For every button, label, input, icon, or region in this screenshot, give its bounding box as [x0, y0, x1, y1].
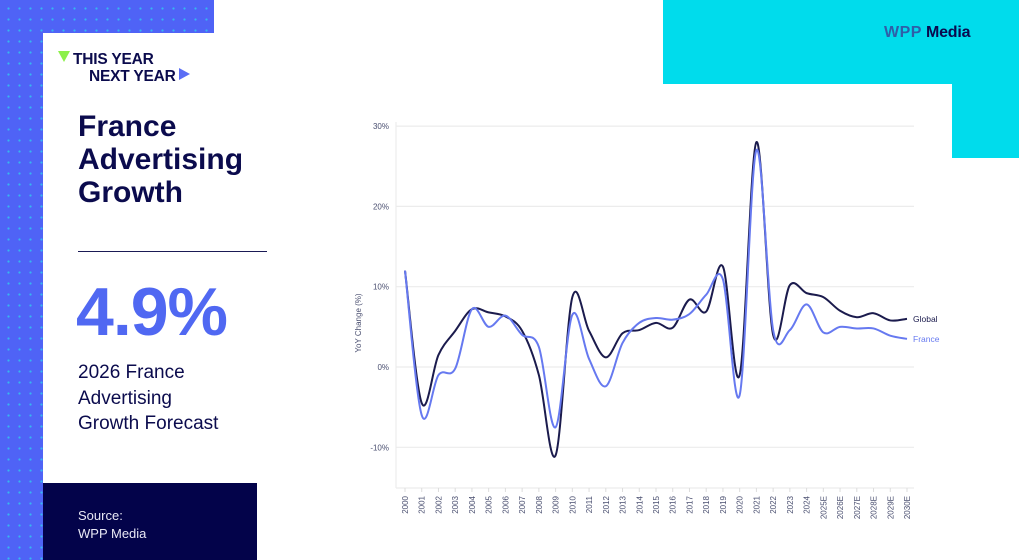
y-tick-label: 0%	[377, 363, 389, 372]
decorative-cyan-block	[663, 0, 1019, 84]
x-tick-label: 2005	[485, 495, 494, 513]
x-tick-label: 2021	[752, 495, 761, 513]
series-line-global	[404, 141, 908, 458]
x-tick-label: 2023	[786, 495, 795, 513]
x-tick-label: 2002	[434, 495, 443, 513]
y-axis-label: YoY Change (%)	[354, 293, 363, 352]
y-tick-label: 10%	[373, 283, 389, 292]
source-box: Source: WPP Media	[43, 483, 257, 560]
x-tick-label: 2019	[719, 495, 728, 513]
x-tick-label: 2007	[518, 495, 527, 513]
brand-logo: WPP Media	[884, 24, 971, 42]
x-tick-label: 2022	[769, 495, 778, 513]
x-tick-label: 2020	[736, 495, 745, 513]
y-axis-ticks: -10% 0% 10% 20% 30%	[370, 122, 389, 452]
x-tick-label: 2006	[501, 495, 510, 513]
triangle-right-icon	[178, 68, 190, 80]
x-tick-label: 2028E	[870, 496, 879, 519]
title-line: France	[78, 110, 177, 143]
x-tick-label: 2024	[803, 495, 812, 513]
legend-label-france: France	[913, 334, 940, 344]
kicker-line-2: NEXT YEAR	[89, 68, 176, 85]
brand-wpp: WPP	[884, 24, 922, 41]
caption-line: Advertising	[78, 387, 172, 409]
x-tick-label: 2017	[685, 495, 694, 513]
x-tick-label: 2012	[602, 495, 611, 513]
decorative-cyan-block-side	[952, 84, 1019, 158]
x-tick-label: 2025E	[819, 496, 828, 519]
x-tick-label: 2018	[702, 495, 711, 513]
kicker-line-1: THIS YEAR	[73, 51, 154, 68]
stat-caption: 2026 France Advertising Growth Forecast	[78, 360, 278, 437]
x-tick-label: 2010	[568, 495, 577, 513]
y-tick-label: -10%	[370, 443, 389, 452]
chart-gridlines	[395, 122, 914, 489]
x-tick-label: 2009	[552, 495, 561, 513]
source-label: Source:	[78, 508, 123, 523]
info-card	[43, 33, 343, 560]
x-tick-label: 2027E	[853, 496, 862, 519]
title-line: Advertising	[78, 143, 244, 176]
report-kicker: THIS YEAR NEXT YEAR	[58, 51, 190, 85]
x-tick-label: 2015	[652, 495, 661, 513]
x-tick-label: 2008	[535, 495, 544, 513]
chart-series	[404, 141, 908, 458]
y-tick-label: 30%	[373, 122, 389, 131]
chart-legend: Global France	[913, 314, 940, 344]
headline-stat: 4.9%	[76, 274, 228, 350]
legend-label-global: Global	[913, 314, 938, 324]
divider	[78, 251, 267, 252]
x-tick-label: 2016	[669, 495, 678, 513]
x-tick-label: 2000	[401, 495, 410, 513]
x-tick-label: 2029E	[886, 496, 895, 519]
x-axis-ticks: 2000 2001 2002 2003 2004 2005 2006 2007 2008 2009…	[401, 488, 912, 519]
x-tick-label: 2013	[619, 495, 628, 513]
x-tick-label: 2030E	[903, 496, 912, 519]
x-tick-label: 2011	[585, 495, 594, 513]
x-tick-label: 2003	[451, 495, 460, 513]
x-tick-label: 2014	[635, 495, 644, 513]
x-tick-label: 2026E	[836, 496, 845, 519]
caption-line: 2026 France	[78, 362, 185, 383]
title-line: Growth	[78, 176, 183, 209]
caption-line: Growth Forecast	[78, 413, 219, 434]
x-tick-label: 2001	[418, 495, 427, 513]
page-title: France Advertising Growth	[78, 110, 243, 209]
x-tick-label: 2004	[468, 495, 477, 513]
triangle-down-icon	[58, 51, 70, 62]
series-line-france	[404, 149, 908, 429]
y-tick-label: 20%	[373, 202, 389, 211]
source-value: WPP Media	[78, 525, 147, 541]
brand-media: Media	[925, 24, 971, 41]
